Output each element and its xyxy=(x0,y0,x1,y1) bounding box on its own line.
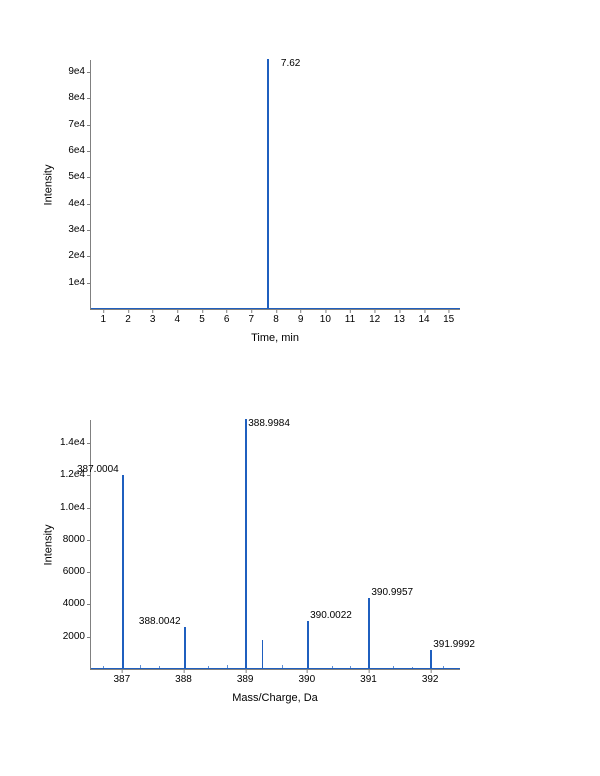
y-tick: 4000 xyxy=(51,599,91,609)
noise-spike xyxy=(208,666,209,669)
y-tick: 1.0e4 xyxy=(51,503,91,513)
y-tick: 1.4e4 xyxy=(51,438,91,448)
y-tick: 7e4 xyxy=(51,120,91,130)
noise-spike xyxy=(138,308,139,309)
x-tick: 2 xyxy=(125,309,131,325)
x-tick: 15 xyxy=(443,309,454,325)
noise-spike xyxy=(158,308,159,309)
noise-spike xyxy=(350,666,351,669)
noise-spike xyxy=(362,308,363,309)
x-tick: 8 xyxy=(273,309,279,325)
noise-spike xyxy=(412,667,413,669)
x-tick: 392 xyxy=(422,669,439,685)
x-tick: 4 xyxy=(175,309,181,325)
noise-spike xyxy=(392,308,393,309)
peak-label: 387.0004 xyxy=(77,464,119,475)
x-tick: 14 xyxy=(418,309,429,325)
peak-label: 388.9984 xyxy=(248,418,290,429)
peak xyxy=(430,650,432,669)
noise-spike xyxy=(106,308,107,309)
noise-spike xyxy=(249,308,250,309)
x-tick: 9 xyxy=(298,309,304,325)
chromatogram-y-label: Intensity xyxy=(42,165,54,206)
y-tick: 1e4 xyxy=(51,278,91,288)
noise-spike xyxy=(332,666,333,669)
noise-spike xyxy=(177,308,178,309)
noise-spike xyxy=(393,666,394,669)
noise-spike xyxy=(204,308,205,309)
noise-spike xyxy=(333,308,334,309)
noise-spike xyxy=(227,665,228,669)
noise-spike xyxy=(103,666,104,669)
peak xyxy=(267,59,269,309)
noise-spike xyxy=(311,308,312,309)
noise-spike xyxy=(227,308,228,309)
peak-label: 390.9957 xyxy=(371,587,413,598)
peak-label: 391.9992 xyxy=(433,639,475,650)
noise-spike xyxy=(436,308,437,309)
y-tick: 8000 xyxy=(51,535,91,545)
mass-spectrum-y-label: Intensity xyxy=(42,525,54,566)
x-tick: 1 xyxy=(101,309,107,325)
x-tick: 7 xyxy=(249,309,255,325)
chromatogram-plot-area: 1e42e43e44e45e46e47e48e49e41234567891011… xyxy=(90,60,460,310)
y-tick: 9e4 xyxy=(51,67,91,77)
noise-spike xyxy=(140,665,141,669)
x-tick: 389 xyxy=(237,669,254,685)
y-tick: 6000 xyxy=(51,567,91,577)
y-tick: 5e4 xyxy=(51,172,91,182)
x-tick: 5 xyxy=(199,309,205,325)
mass-spectrum-plot-area: 20004000600080001.0e41.2e41.4e4387388389… xyxy=(90,420,460,670)
peak-label: 390.0022 xyxy=(310,610,352,621)
y-tick: 8e4 xyxy=(51,93,91,103)
x-tick: 12 xyxy=(369,309,380,325)
peak-label: 388.0042 xyxy=(139,616,181,627)
x-tick: 13 xyxy=(394,309,405,325)
peak xyxy=(307,621,309,669)
peak xyxy=(368,598,370,669)
x-tick: 390 xyxy=(298,669,315,685)
noise-spike xyxy=(443,666,444,669)
y-tick: 2e4 xyxy=(51,251,91,261)
peak xyxy=(184,627,186,669)
peak xyxy=(122,475,124,669)
y-tick: 3e4 xyxy=(51,225,91,235)
y-tick: 4e4 xyxy=(51,199,91,209)
y-tick: 6e4 xyxy=(51,146,91,156)
mass-spectrum-x-label: Mass/Charge, Da xyxy=(90,692,460,704)
mass-spectrum-chart: 20004000600080001.0e41.2e41.4e4387388389… xyxy=(90,420,460,670)
x-tick: 3 xyxy=(150,309,156,325)
x-tick: 11 xyxy=(345,309,355,325)
chromatogram-x-label: Time, min xyxy=(90,332,460,344)
x-tick: 391 xyxy=(360,669,377,685)
y-tick: 2000 xyxy=(51,632,91,642)
x-tick: 387 xyxy=(113,669,130,685)
noise-spike xyxy=(159,666,160,669)
baseline xyxy=(91,668,460,669)
x-tick: 10 xyxy=(320,309,331,325)
chromatogram-chart: 1e42e43e44e45e46e47e48e49e41234567891011… xyxy=(90,60,460,310)
noise-spike xyxy=(414,308,415,309)
peak-label: 7.62 xyxy=(281,58,300,69)
noise-spike xyxy=(123,308,124,309)
noise-spike xyxy=(282,665,283,669)
x-tick: 6 xyxy=(224,309,230,325)
x-tick: 388 xyxy=(175,669,192,685)
peak xyxy=(262,640,263,669)
noise-spike xyxy=(291,308,292,309)
peak xyxy=(245,419,247,669)
